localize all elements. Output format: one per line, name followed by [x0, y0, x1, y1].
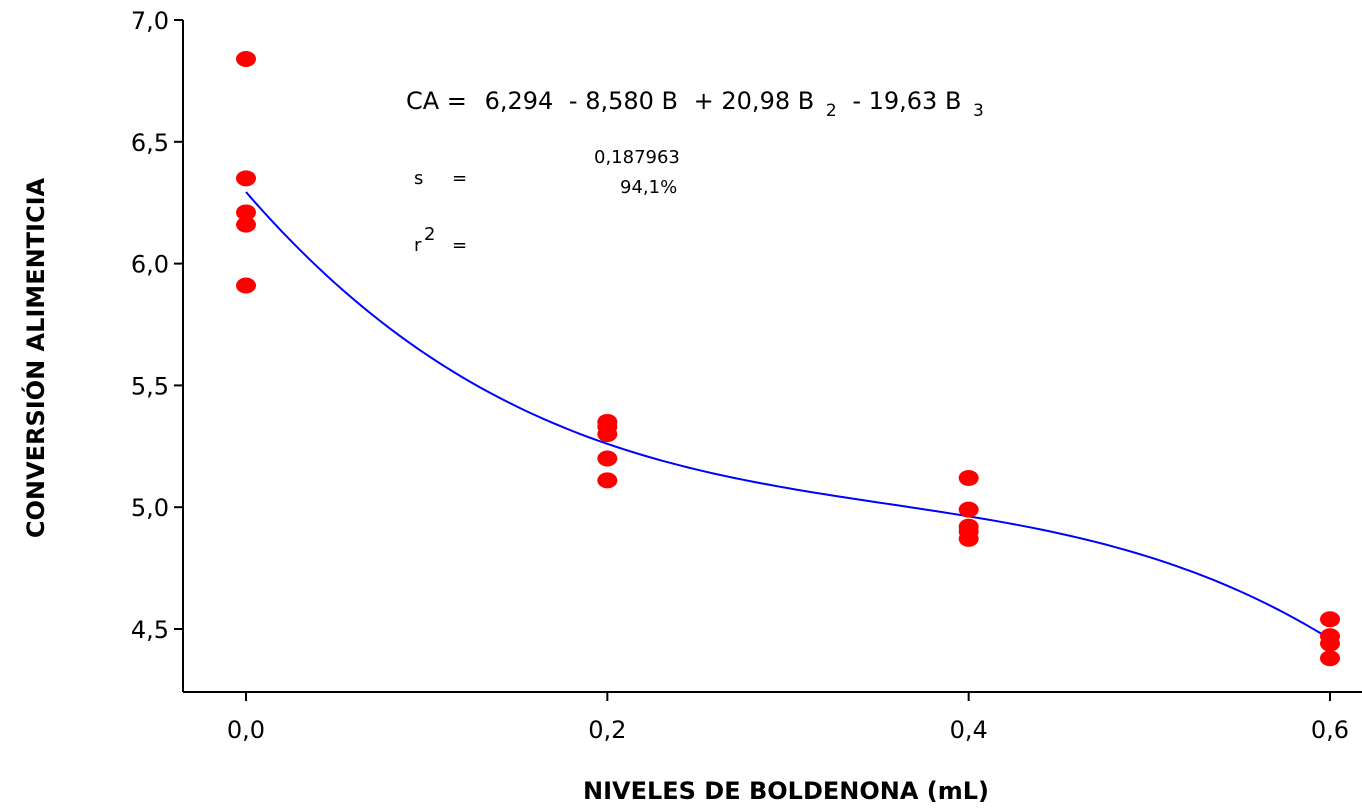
data-point [958, 501, 979, 518]
r2-equals: = [452, 235, 467, 256]
data-point [236, 216, 256, 233]
y-tick-label: 5,0 [131, 494, 169, 522]
fit-curve [245, 191, 1331, 640]
s-label: s [414, 168, 423, 189]
eq-lhs: CA = [406, 87, 467, 115]
x-tick-label: 0,0 [227, 716, 265, 744]
regression-equation: CA = 6,294 - 8,580 B + 20,98 B 2 - 19,63… [406, 87, 984, 122]
data-point [1320, 650, 1340, 667]
fit-statistics: s = 0,187963 94,1% r 2 = [414, 147, 680, 256]
data-point [1320, 635, 1340, 652]
x-tick-label: 0,2 [588, 716, 626, 744]
svg-text:CA = 6,294 - 8,580: CA = 6,294 - 8,580 B + 20,98 B 2 - 19,63… [406, 87, 984, 122]
data-point [958, 530, 979, 547]
data-point [236, 277, 256, 294]
eq-term-3-sub: 3 [973, 101, 984, 121]
eq-term-2-sub: 2 [826, 101, 837, 121]
x-tick-label: 0,4 [950, 716, 988, 744]
s-equals: = [452, 168, 467, 189]
y-tick-label: 5,5 [131, 372, 169, 400]
data-point [597, 426, 618, 443]
y-tick-label: 6,0 [131, 251, 169, 279]
data-point [236, 204, 256, 221]
s-value: 0,187963 [594, 147, 680, 168]
x-ticks: 0,0 0,2 0,4 0,6 [227, 692, 1349, 744]
y-axis-title: CONVERSIÓN ALIMENTICIA [20, 177, 50, 538]
eq-intercept: 6,294 [485, 87, 554, 115]
data-point [236, 50, 256, 67]
r2-label: r [414, 235, 422, 256]
x-tick-label: 0,6 [1311, 716, 1349, 744]
y-tick-label: 7,0 [131, 7, 169, 35]
data-point [597, 472, 618, 489]
y-tick-label: 4,5 [131, 616, 169, 644]
eq-term-1: - 8,580 B [569, 87, 678, 115]
y-tick-label: 6,5 [131, 129, 169, 157]
y-ticks: 4,5 5,0 5,5 6,0 6,5 7,0 [131, 7, 183, 644]
x-axis-title: NIVELES DE BOLDENONA (mL) [583, 777, 989, 805]
data-point [597, 450, 618, 467]
data-point [958, 469, 979, 486]
r2-superscript: 2 [424, 224, 435, 245]
r2-value: 94,1% [620, 177, 677, 198]
eq-term-2: + 20,98 B [694, 87, 815, 115]
data-point [1320, 611, 1340, 628]
scatter-points [236, 50, 1340, 667]
eq-term-3: - 19,63 B [852, 87, 961, 115]
data-point [236, 170, 256, 187]
